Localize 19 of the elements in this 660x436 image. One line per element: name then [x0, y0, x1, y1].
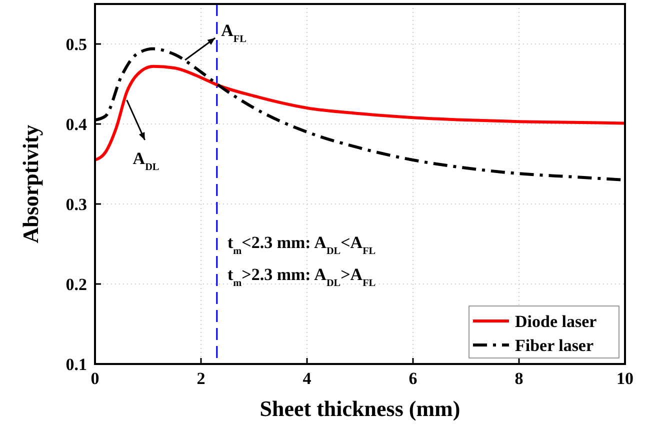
x-tick-label: 0 — [90, 369, 100, 388]
legend-label: Diode laser — [515, 312, 598, 331]
annotation: t$_{m}$<2.3 mm: A$_{DL}$<A$_{FL}$ — [228, 233, 376, 256]
x-axis-title: Sheet thickness (mm) — [260, 396, 460, 421]
x-tick-label: 6 — [408, 369, 418, 388]
y-tick-label: 0.3 — [66, 194, 87, 214]
y-axis-title: Absorptivity — [18, 124, 43, 244]
x-tick-label: 10 — [616, 369, 634, 388]
annotation: A$_{DL}$ — [132, 149, 160, 172]
annotation: A$_{FL}$ — [221, 21, 247, 44]
y-tick-label: 0.4 — [66, 114, 88, 134]
y-tick-label: 0.5 — [66, 34, 87, 54]
x-tick-label: 8 — [514, 369, 524, 388]
x-tick-label: 2 — [196, 369, 206, 388]
annotation: t$_{m}$>2.3 mm: A$_{DL}$>A$_{FL}$ — [228, 265, 376, 288]
y-tick-label: 0.1 — [66, 354, 87, 374]
x-tick-label: 4 — [302, 369, 312, 388]
y-tick-label: 0.2 — [66, 274, 87, 294]
legend-label: Fiber laser — [515, 336, 594, 355]
